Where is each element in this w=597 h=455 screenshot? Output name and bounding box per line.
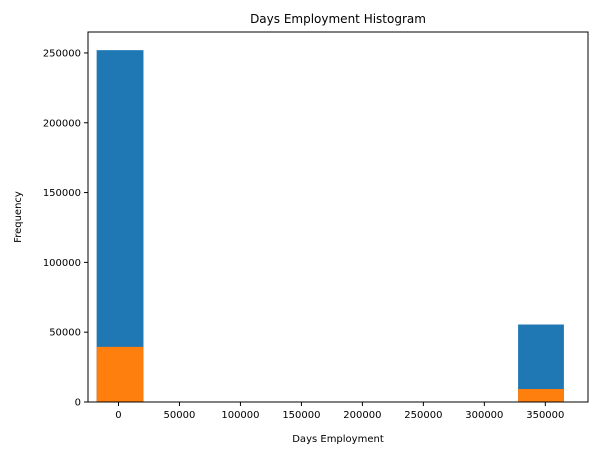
y-tick-label: 250000: [43, 48, 81, 59]
x-tick-label: 250000: [404, 410, 442, 421]
histogram-bar-series0-bin0: [96, 50, 144, 403]
x-tick-label: 300000: [465, 410, 503, 421]
histogram-bar-series1-bin1: [518, 389, 564, 402]
x-tick-label: 50000: [164, 410, 196, 421]
y-axis-label: Frequency: [13, 191, 24, 243]
y-tick-label: 0: [75, 398, 81, 409]
y-tick-label: 100000: [43, 258, 81, 269]
x-tick-label: 0: [115, 410, 121, 421]
histogram-bar-series1-bin0: [96, 346, 144, 402]
x-tick-label: 350000: [526, 410, 564, 421]
bars-layer: [96, 50, 564, 403]
x-tick-label: 200000: [343, 410, 381, 421]
plot-frame: [87, 31, 589, 403]
chart-title: Days Employment Histogram: [250, 12, 426, 26]
x-tick-label: 100000: [221, 410, 259, 421]
y-tick-label: 150000: [43, 188, 81, 199]
y-tick-label: 50000: [49, 328, 81, 339]
x-axis-label: Days Employment: [292, 434, 384, 445]
y-axis-ticks: 0 50000 100000 150000 200000 250000: [43, 48, 88, 409]
x-axis-ticks: 0 50000 100000 150000 200000 250000 300000 3500…: [115, 402, 564, 421]
x-tick-label: 150000: [282, 410, 320, 421]
y-tick-label: 200000: [43, 118, 81, 129]
